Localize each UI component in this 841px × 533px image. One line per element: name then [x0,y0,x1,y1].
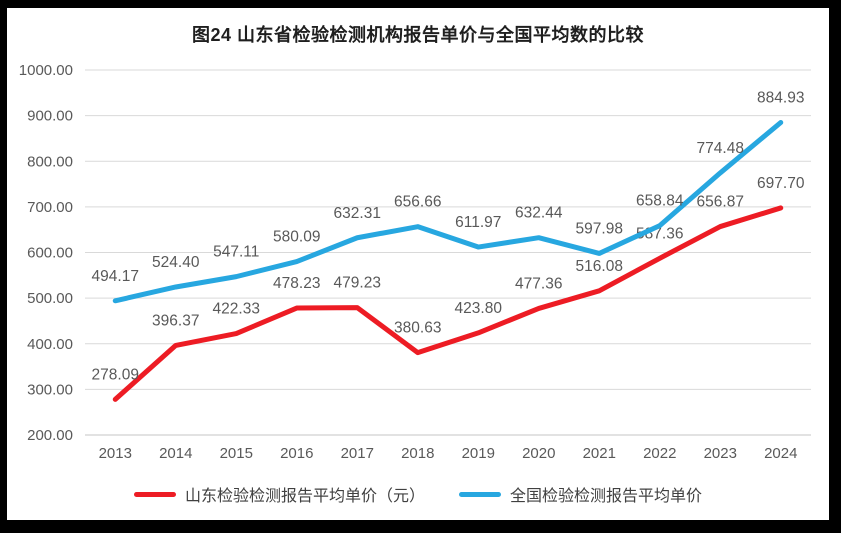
data-label-national-2017: 632.31 [334,205,381,222]
chart-legend: 山东检验检测报告平均单价（元） 全国检验检测报告平均单价 [7,482,829,506]
x-axis-tick-label-2019: 2019 [462,445,495,462]
y-axis-tick-label-1000: 1000.00 [19,62,73,79]
x-axis-tick-label-2020: 2020 [522,445,555,462]
legend-label-shandong: 山东检验检测报告平均单价（元） [184,488,425,505]
y-axis-tick-label-700: 700.00 [27,199,73,216]
legend-item-shandong: 山东检验检测报告平均单价（元） [133,482,425,506]
data-label-national-2014: 524.40 [152,254,200,271]
data-label-shandong-2020: 477.36 [515,275,562,292]
data-label-national-2024: 884.93 [757,90,804,107]
y-axis-tick-label-900: 900.00 [27,108,73,125]
data-label-shandong-2016: 478.23 [273,275,320,292]
series-line-shandong [112,205,784,402]
x-axis-tick-label-2023: 2023 [704,445,737,462]
legend-item-national: 全国检验检测报告平均单价 [459,482,702,506]
shandong-line-swatch [133,491,176,497]
data-label-national-2019: 611.97 [455,214,501,231]
x-axis-tick-label-2016: 2016 [280,445,313,462]
series-line-national [112,120,784,304]
y-axis-tick-label-600: 600.00 [27,245,73,262]
x-axis-tick-label-2013: 2013 [99,445,132,462]
data-label-national-2021: 597.98 [576,220,623,237]
national-line-swatch [459,491,501,497]
data-label-shandong-2017: 479.23 [334,275,381,292]
x-axis-tick-label-2018: 2018 [401,445,434,462]
x-axis-tick-label-2022: 2022 [643,445,676,462]
data-label-shandong-2013: 278.09 [92,366,139,383]
y-axis-tick-label-500: 500.00 [27,290,73,307]
y-axis-tick-label-400: 400.00 [27,336,73,353]
data-label-shandong-2023: 656.87 [697,194,744,211]
data-label-shandong-2024: 697.70 [757,175,805,192]
x-axis-tick-label-2024: 2024 [764,445,797,462]
data-label-national-2015: 547.11 [213,244,259,261]
data-label-shandong-2019: 423.80 [455,300,503,317]
legend-label-national: 全国检验检测报告平均单价 [510,488,703,505]
chart-title: 图24 山东省检验检测机构报告单价与全国平均数的比较 [191,25,645,45]
x-axis-tick-label-2021: 2021 [583,445,616,462]
y-axis-tick-label-800: 800.00 [27,153,73,170]
data-label-shandong-2014: 396.37 [152,312,199,329]
line-chart-plot-area: 200.00 300.00 400.00 500.00 600.00 700.00 800.… [19,62,811,462]
y-axis-tick-label-200: 200.00 [27,427,73,444]
data-label-shandong-2018: 380.63 [394,320,441,337]
x-axis-tick-label-2015: 2015 [220,445,253,462]
data-label-shandong-2015: 422.33 [213,301,260,318]
data-label-shandong-2021: 516.08 [576,258,623,275]
data-label-national-2023: 774.48 [697,140,744,157]
x-axis-tick-label-2014: 2014 [159,445,192,462]
data-label-national-2018: 656.66 [394,194,441,211]
y-axis-tick-label-300: 300.00 [27,381,73,398]
data-label-national-2020: 632.44 [515,205,563,222]
data-label-national-2016: 580.09 [273,229,320,246]
x-axis-tick-label-2017: 2017 [341,445,374,462]
chart-surface: 图24 山东省检验检测机构报告单价与全国平均数的比较 200.00 300.00 4… [7,8,829,520]
data-label-national-2013: 494.17 [92,268,139,285]
data-label-national-2022: 658.84 [636,193,684,210]
